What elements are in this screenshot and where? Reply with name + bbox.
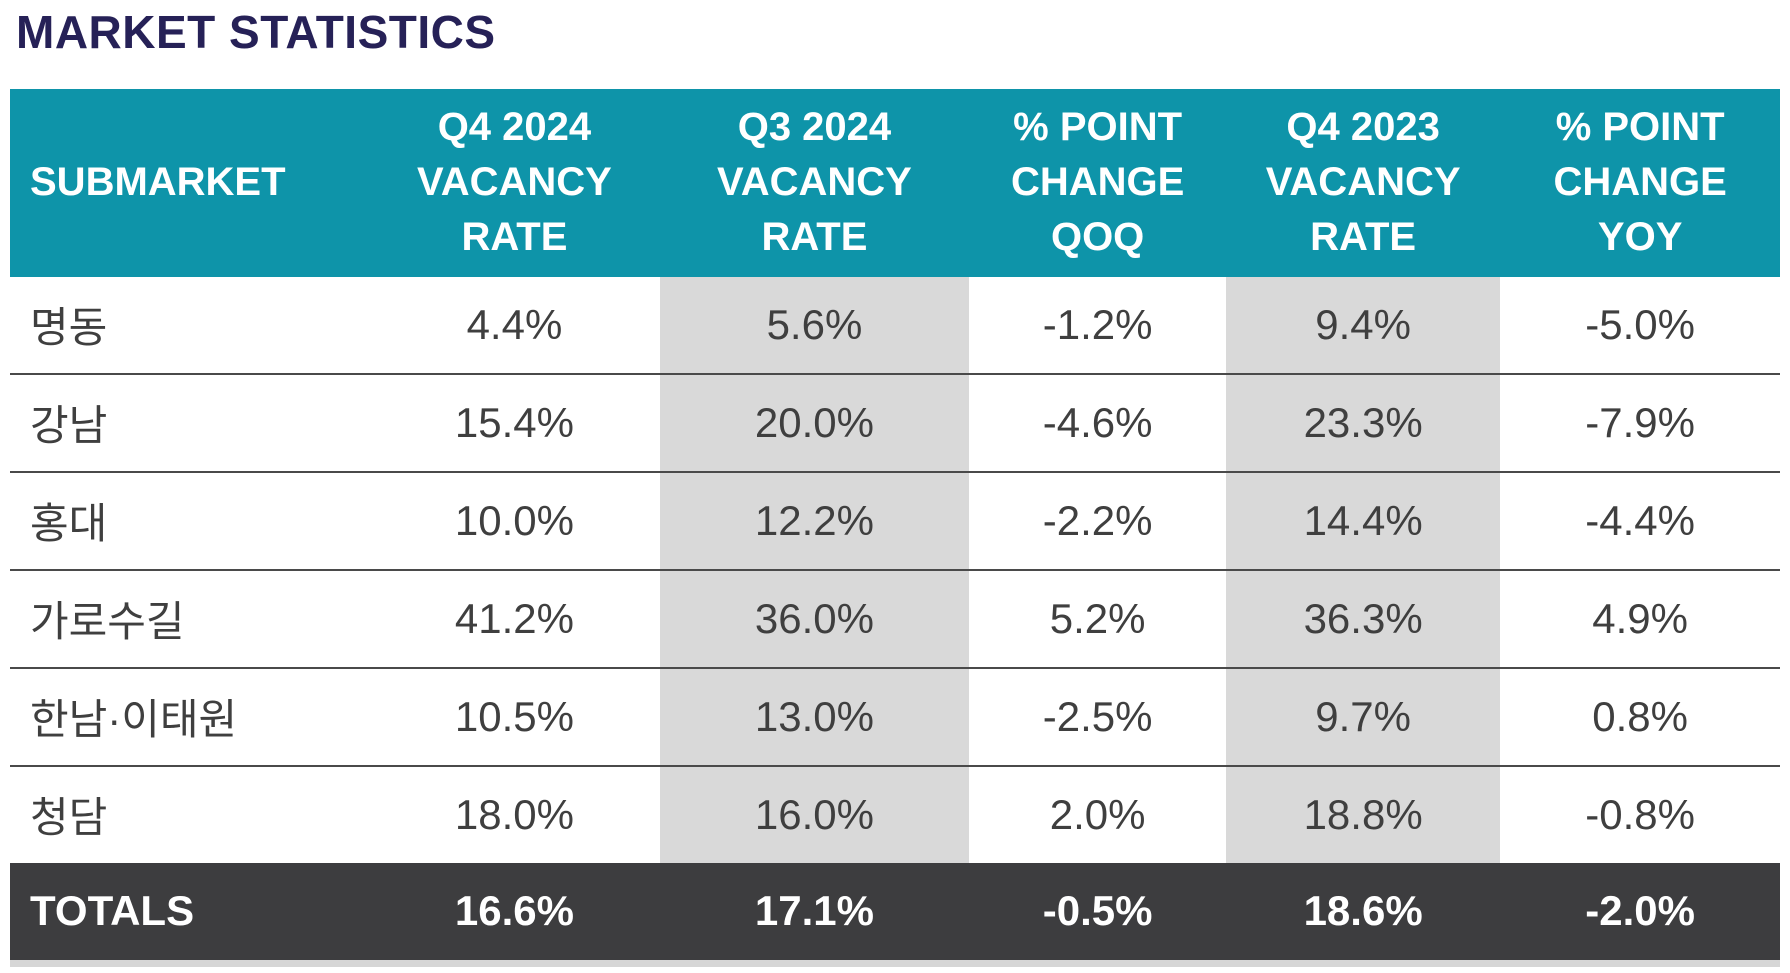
- q3-2024-vacancy-cell: 20.0%: [659, 373, 970, 473]
- header-line: CHANGE: [1553, 160, 1727, 205]
- table-row: 청담 18.0% 16.0% 2.0% 18.8% -0.8%: [10, 765, 1780, 863]
- yoy-change-cell: -0.8%: [1585, 790, 1695, 838]
- column-header-q4-2023-vacancy-rate: Q4 2023 VACANCY RATE: [1225, 88, 1501, 277]
- header-line: YOY: [1597, 215, 1683, 260]
- submarket-cell: 강남: [10, 373, 370, 473]
- q4-2023-vacancy-cell: 18.8%: [1225, 765, 1501, 863]
- table-row: 한남·이태원 10.5% 13.0% -2.5% 9.7% 0.8%: [10, 667, 1780, 767]
- q4-2024-vacancy-cell: 41.2%: [369, 569, 660, 669]
- q4-2024-vacancy-cell: 18.0%: [454, 790, 574, 838]
- submarket-cell: 홍대: [10, 471, 370, 571]
- header-line: CHANGE: [1010, 160, 1185, 205]
- q4-2023-vacancy-cell: 23.3%: [1225, 373, 1501, 473]
- totals-q4-2024-vacancy-cell: 16.6%: [369, 862, 660, 964]
- table-header: SUBMARKET Q4 2024 VACANCY RATE Q3 2024 V…: [10, 88, 1780, 277]
- qoq-change-cell: -4.6%: [969, 373, 1226, 473]
- table-row: 강남 15.4% 20.0% -4.6% 23.3% -7.9%: [10, 373, 1780, 473]
- totals-q4-2023-vacancy-cell: 18.6%: [1225, 862, 1501, 964]
- header-line: QOQ: [1050, 215, 1145, 260]
- header-line: Q4 2023: [1286, 105, 1440, 150]
- header-line: % POINT: [1013, 105, 1183, 150]
- submarket-cell: 가로수길: [10, 569, 370, 669]
- totals-label: TOTALS: [10, 862, 370, 964]
- q4-2023-vacancy-cell: 9.7%: [1225, 667, 1501, 767]
- q4-2023-vacancy-cell: 14.4%: [1225, 471, 1501, 571]
- yoy-change-cell: -5.0%: [1500, 276, 1780, 375]
- table-row: 명동 4.4% 5.6% -1.2% 9.4% -5.0%: [10, 276, 1780, 375]
- q4-2024-vacancy-cell: 10.5%: [369, 667, 660, 767]
- q3-2024-vacancy-cell: 5.6%: [659, 276, 970, 375]
- submarket-cell: 한남·이태원: [10, 667, 370, 767]
- qoq-change-cell: 2.0%: [1049, 790, 1146, 838]
- table-body: 명동 4.4% 5.6% -1.2% 9.4% -5.0% 강남 15.4% 2…: [10, 276, 1780, 863]
- column-header-qoq-change: % POINT CHANGE QOQ: [969, 88, 1226, 277]
- market-statistics-page: MARKET STATISTICS SUBMARKET Q4 2024 VACA…: [0, 6, 1790, 967]
- yoy-change-cell: -7.9%: [1500, 373, 1780, 473]
- q3-2024-vacancy-cell: 12.2%: [659, 471, 970, 571]
- submarket-cell: 명동: [10, 276, 370, 375]
- page-title: MARKET STATISTICS: [16, 6, 496, 58]
- header-line: Q4 2024: [437, 105, 592, 150]
- header-line: VACANCY: [1265, 160, 1461, 205]
- table-row: 가로수길 41.2% 36.0% 5.2% 36.3% 4.9%: [10, 569, 1780, 669]
- table-header-row: SUBMARKET Q4 2024 VACANCY RATE Q3 2024 V…: [10, 88, 1780, 277]
- totals-yoy-change-cell: -2.0%: [1500, 862, 1780, 964]
- table-container: SUBMARKET Q4 2024 VACANCY RATE Q3 2024 V…: [10, 88, 1780, 967]
- column-header-q3-2024-vacancy-rate: Q3 2024 VACANCY RATE: [659, 88, 970, 277]
- column-header-yoy-change: % POINT CHANGE YOY: [1500, 88, 1780, 277]
- column-header-q4-2024-vacancy-rate: Q4 2024 VACANCY RATE: [369, 88, 660, 277]
- header-line: RATE: [461, 215, 568, 260]
- header-line: % POINT: [1555, 105, 1725, 150]
- column-header-submarket: SUBMARKET: [10, 88, 370, 277]
- q3-2024-vacancy-cell: 36.0%: [659, 569, 970, 669]
- totals-q3-2024-vacancy-cell: 17.1%: [659, 862, 970, 964]
- qoq-change-cell: -2.2%: [969, 471, 1226, 571]
- q4-2024-vacancy-cell: 10.0%: [369, 471, 660, 571]
- q4-2024-vacancy-cell: 15.4%: [369, 373, 660, 473]
- q3-2024-vacancy-cell: 16.0%: [659, 765, 970, 863]
- submarket-cell: 청담: [30, 794, 108, 842]
- q3-2024-vacancy-cell: 13.0%: [659, 667, 970, 767]
- yoy-change-cell: -4.4%: [1500, 471, 1780, 571]
- qoq-change-cell: -2.5%: [969, 667, 1226, 767]
- q4-2023-vacancy-cell: 36.3%: [1225, 569, 1501, 669]
- qoq-change-cell: -1.2%: [969, 276, 1226, 375]
- q4-2024-vacancy-cell: 4.4%: [369, 276, 660, 375]
- yoy-change-cell: 0.8%: [1500, 667, 1780, 767]
- yoy-change-cell: 4.9%: [1500, 569, 1780, 669]
- table-footer: TOTALS 16.6% 17.1% -0.5% 18.6% -2.0%: [10, 862, 1780, 964]
- header-line: VACANCY: [717, 160, 912, 205]
- header-line: RATE: [1310, 215, 1417, 260]
- qoq-change-cell: 5.2%: [969, 569, 1226, 669]
- header-line: VACANCY: [417, 160, 612, 205]
- header-line: RATE: [761, 215, 868, 260]
- totals-qoq-change-cell: -0.5%: [969, 862, 1226, 964]
- totals-row: TOTALS 16.6% 17.1% -0.5% 18.6% -2.0%: [10, 862, 1780, 964]
- market-statistics-table: SUBMARKET Q4 2024 VACANCY RATE Q3 2024 V…: [10, 88, 1780, 967]
- q4-2023-vacancy-cell: 9.4%: [1225, 276, 1501, 375]
- table-row: 홍대 10.0% 12.2% -2.2% 14.4% -4.4%: [10, 471, 1780, 571]
- header-line: Q3 2024: [737, 105, 892, 150]
